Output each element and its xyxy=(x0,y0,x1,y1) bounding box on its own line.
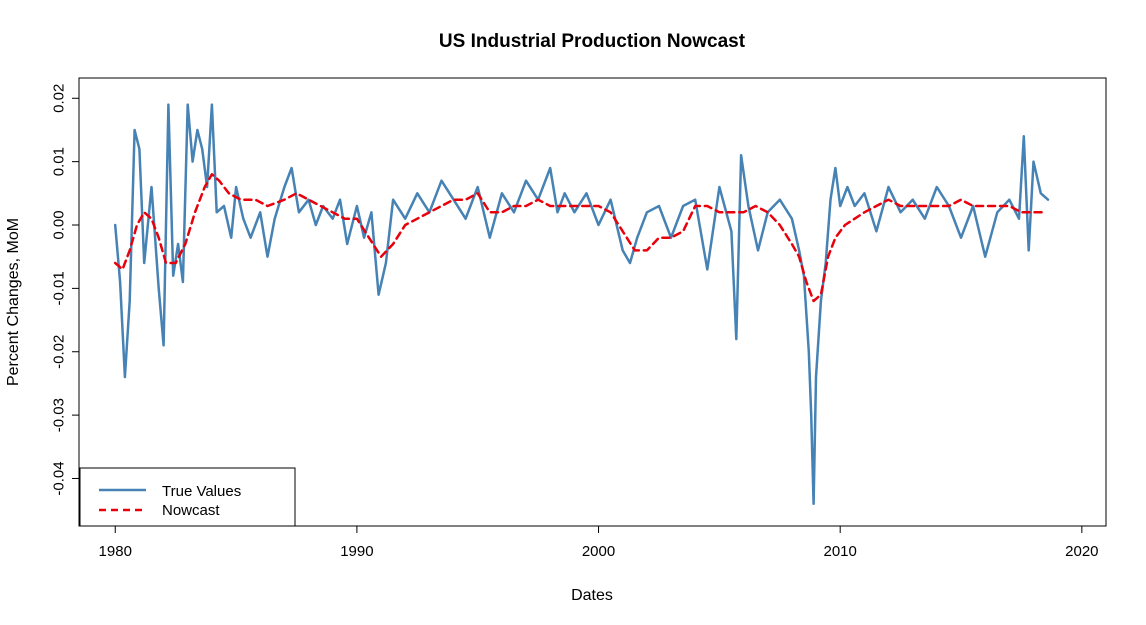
y-axis: -0.04 -0.03 -0.02 -0.01 0.00 0.01 0.02 xyxy=(51,84,80,496)
x-tick-label: 1990 xyxy=(340,543,373,560)
x-tick-label: 2020 xyxy=(1065,543,1098,560)
y-axis-label: Percent Changes, MoM xyxy=(5,218,22,386)
legend: True Values Nowcast xyxy=(79,467,296,527)
x-axis-label: Dates xyxy=(571,587,613,604)
x-tick-label: 1980 xyxy=(99,543,132,560)
y-tick-label: -0.04 xyxy=(51,461,68,495)
y-tick-label: -0.03 xyxy=(51,398,68,432)
x-axis: 1980 1990 2000 2010 2020 xyxy=(99,525,1099,560)
series-line-nowcast xyxy=(113,173,1047,303)
y-tick-label: 0.01 xyxy=(51,147,68,176)
series-line-true-values xyxy=(113,103,1050,506)
x-tick-label: 2010 xyxy=(824,543,857,560)
y-tick-label: 0.00 xyxy=(51,210,68,239)
y-tick-label: 0.02 xyxy=(51,84,68,113)
chart-title: US Industrial Production Nowcast xyxy=(439,31,746,52)
series-lines xyxy=(113,103,1050,506)
x-tick-label: 2000 xyxy=(582,543,615,560)
legend-label-true-values: True Values xyxy=(162,483,241,500)
y-tick-label: -0.01 xyxy=(51,271,68,305)
legend-label-nowcast: Nowcast xyxy=(162,502,220,519)
y-tick-label: -0.02 xyxy=(51,335,68,369)
plot-area-frame xyxy=(78,77,1107,527)
legend-box xyxy=(79,467,296,527)
